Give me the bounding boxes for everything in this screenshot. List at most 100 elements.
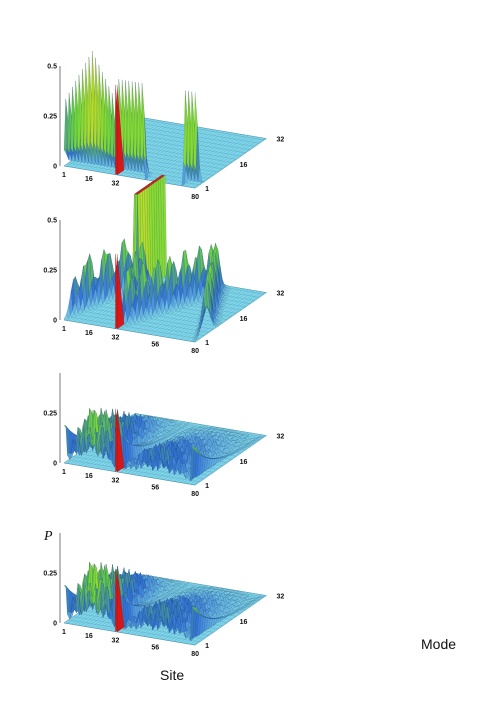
site-tick-label: 80 — [191, 194, 199, 201]
mode-tick-label: 1 — [205, 340, 209, 347]
surface-cell — [195, 123, 200, 181]
p-tick-label: 0 — [53, 461, 57, 468]
site-tick-label: 32 — [112, 181, 120, 188]
surface-mesh — [63, 407, 265, 482]
surface-cell — [193, 337, 198, 342]
surface-cell — [167, 310, 173, 315]
surface-cell — [106, 299, 111, 304]
surface-cell — [78, 307, 83, 315]
p-tick-label: 0 — [53, 164, 57, 171]
surface-cell — [187, 302, 192, 308]
site-tick-label: 56 — [151, 484, 159, 491]
grid-line — [170, 288, 242, 339]
surface-cell — [71, 313, 77, 318]
surface-cell — [219, 306, 225, 311]
p-tick-label: 0.25 — [43, 411, 57, 418]
grid-line — [73, 456, 205, 479]
surface-cell — [257, 437, 263, 440]
surface-cell — [92, 303, 97, 310]
surface-cell — [162, 307, 167, 316]
surface-cell — [96, 303, 101, 308]
surface-cell — [180, 422, 185, 425]
site-tick-label: 1 — [62, 172, 66, 179]
site-tick-label: 1 — [62, 469, 66, 476]
grid-line — [190, 291, 262, 342]
grid-line — [77, 310, 209, 333]
surface-cell — [197, 166, 203, 183]
surface-cell — [81, 309, 87, 314]
grid-line — [68, 162, 200, 186]
surface-cell — [177, 423, 183, 427]
surface-cell — [155, 314, 161, 319]
grid-line — [143, 129, 216, 180]
mode-tick-label: 1 — [205, 483, 209, 490]
site-tick-label: 80 — [191, 491, 199, 498]
surface-cell — [84, 304, 89, 312]
surface-cell — [175, 307, 181, 312]
mode-tick-label: 1 — [205, 186, 209, 193]
gap-spike — [116, 84, 125, 176]
surface-cell — [67, 315, 73, 320]
surface-cell — [224, 293, 230, 296]
surface-mesh — [63, 50, 205, 187]
surface-cell — [102, 300, 107, 306]
site-tick-label: 16 — [85, 330, 93, 337]
grid-line — [166, 133, 239, 184]
surface-cell — [146, 314, 151, 321]
segment-gap-wall — [115, 253, 125, 330]
p-tick-label: 0 — [53, 318, 57, 325]
surface-cell — [225, 289, 231, 293]
grid-line — [193, 138, 265, 188]
surface-cell — [218, 309, 224, 313]
surface-cell — [143, 155, 148, 180]
surface-cell — [192, 426, 198, 430]
surface-cell — [130, 320, 135, 326]
surface-cell — [247, 435, 253, 439]
grid-line — [73, 313, 205, 336]
panels: 00.250.51163256801163200.250.51163256801… — [43, 50, 284, 658]
surface-cell — [179, 306, 185, 311]
surface-cell — [193, 92, 198, 171]
grid-line — [63, 165, 196, 189]
surface-cell — [197, 302, 202, 306]
surface-cell — [160, 176, 165, 280]
site-tick-label: 32 — [112, 478, 120, 485]
surface-cell — [159, 313, 165, 317]
mode-tick-label: 16 — [240, 162, 248, 169]
surface-cell — [191, 302, 196, 307]
grid-line — [63, 462, 196, 486]
site-tick-label: 80 — [191, 348, 199, 355]
surface-cell — [223, 289, 229, 294]
mode-tick-label: 32 — [276, 291, 284, 298]
surface-cell — [217, 320, 223, 323]
surface-cell — [220, 306, 225, 309]
grid-line — [173, 288, 245, 339]
surface-cell — [244, 433, 250, 436]
mode-tick-label: 16 — [240, 459, 248, 466]
surface-cell — [138, 319, 143, 323]
site-tick-label: 16 — [85, 176, 93, 183]
surface-cell — [219, 314, 224, 317]
p-tick-label: 0.5 — [47, 64, 57, 71]
gap-spike — [116, 253, 125, 330]
surface-cell — [75, 313, 81, 317]
surface-cell — [223, 297, 229, 300]
site-tick-label: 16 — [85, 473, 93, 480]
surface-cell — [213, 323, 219, 327]
mode-tick-label: 32 — [276, 434, 284, 441]
surface-cell — [143, 319, 149, 323]
surface-cell — [222, 300, 227, 303]
surface-cell — [259, 435, 265, 438]
grid-line — [193, 292, 265, 342]
grid-line — [140, 129, 212, 179]
surface-cell — [134, 320, 139, 325]
surface-cell — [126, 323, 131, 327]
grid-line — [190, 137, 262, 188]
surface-cell — [63, 313, 69, 321]
site-tick-label: 1 — [62, 326, 66, 333]
p-tick-label: 0.25 — [43, 114, 57, 121]
